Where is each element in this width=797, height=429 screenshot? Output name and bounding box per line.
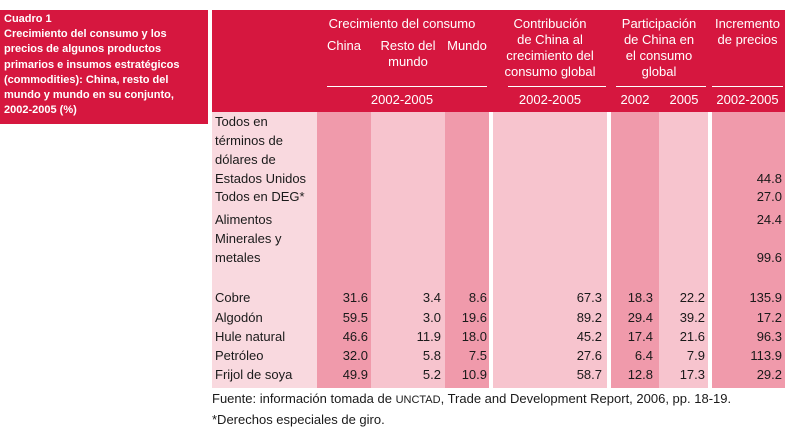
cell-value: 31.6	[342, 290, 368, 305]
header-year-2005: 2005	[669, 92, 699, 107]
header-rule-consumo	[327, 86, 487, 87]
cell-value: 5.8	[422, 348, 441, 363]
row-label: metales	[215, 250, 261, 265]
header-period-incr: 2002-2005	[716, 92, 779, 107]
cell-value: 89.2	[576, 310, 602, 325]
cell-value: 6.4	[634, 348, 653, 363]
cell-value: 12.8	[627, 367, 653, 382]
cell-value: 32.0	[342, 348, 368, 363]
cell-value: 3.4	[422, 290, 441, 305]
cell-value: 18.3	[627, 290, 653, 305]
row-label: Minerales y	[215, 231, 282, 246]
cell-value: 44.8	[756, 171, 782, 186]
cell-value: 58.7	[576, 367, 602, 382]
header-col-mundo: Mundo	[447, 38, 487, 53]
cell-value: 11.9	[416, 329, 441, 344]
footnote-source: Fuente: información tomada de UNCTAD, Tr…	[212, 391, 732, 406]
col-bg-part-2005	[659, 112, 710, 388]
header-part-l1: Participación	[621, 16, 697, 31]
header-contrib-l2: de China al	[517, 32, 583, 47]
cell-value: 17.2	[756, 310, 782, 325]
header-rule-part	[616, 86, 706, 87]
row-label: Petróleo	[215, 348, 264, 363]
header-group-consumo: Crecimiento del consumo	[328, 16, 476, 31]
cell-value: 39.2	[679, 310, 705, 325]
cell-value: 18.0	[461, 329, 487, 344]
row-label: términos de	[215, 133, 283, 148]
table-body: Todos en términos de dólares de Estados Uni…	[212, 112, 785, 388]
cell-value: 17.3	[679, 367, 705, 382]
cell-value: 7.5	[468, 348, 487, 363]
row-label: Todos en DEG*	[215, 189, 305, 204]
table-number: Cuadro 1	[4, 13, 52, 25]
header-period-consumo: 2002-2005	[370, 92, 434, 107]
cell-value: 7.9	[686, 348, 705, 363]
cell-value: 8.6	[468, 290, 487, 305]
header-col-resto-l2: mundo	[388, 54, 428, 69]
cell-value: 10.9	[461, 367, 487, 382]
cell-value: 5.2	[422, 367, 441, 382]
cell-value: 29.4	[627, 310, 653, 325]
row-label: Algodón	[215, 310, 263, 325]
row-label: Alimentos	[215, 212, 273, 227]
source-org: UNCTAD	[395, 394, 441, 406]
cell-value: 27.0	[756, 189, 782, 204]
col-bg-contrib	[489, 112, 609, 388]
column-separator	[489, 112, 493, 388]
header-contrib-l3: crecimiento del	[506, 48, 594, 63]
header-incr-l2: de precios	[717, 32, 778, 47]
col-bg-china	[317, 112, 371, 388]
stub-column-bg	[212, 112, 317, 388]
table-title: Crecimiento del consumo y los precios de…	[4, 28, 180, 117]
header-year-2002: 2002	[620, 92, 650, 107]
cell-value: 49.9	[342, 367, 368, 382]
cell-value: 22.2	[679, 290, 705, 305]
cell-value: 113.9	[750, 348, 782, 363]
cell-value: 59.5	[342, 310, 368, 325]
cell-value: 46.6	[342, 329, 368, 344]
cell-value: 67.3	[576, 290, 602, 305]
header-incr-l1: Incremento	[714, 16, 781, 31]
footnote-note: *Derechos especiales de giro.	[212, 412, 385, 427]
row-label: Estados Unidos	[215, 171, 307, 186]
header-period-contrib: 2002-2005	[518, 92, 582, 107]
header-col-china: China	[327, 38, 361, 53]
cell-value: 45.2	[576, 329, 602, 344]
table-caption: Cuadro 1 Crecimiento del consumo y los p…	[0, 10, 208, 124]
cell-value: 3.0	[422, 310, 441, 325]
row-label: dólares de	[215, 152, 276, 167]
row-label: Cobre	[215, 290, 251, 305]
row-label: Frijol de soya	[215, 367, 293, 382]
header-contrib-l1: Contribución	[513, 16, 587, 31]
header-part-l3: el consumo	[625, 48, 693, 63]
row-label: Todos en	[215, 114, 268, 129]
col-bg-incr	[710, 112, 785, 388]
header-rule-incr	[712, 86, 783, 87]
header-part-l2: de China en	[623, 32, 695, 47]
cell-value: 17.4	[627, 329, 653, 344]
cell-value: 135.9	[749, 290, 782, 305]
header-contrib-l4: consumo global	[504, 64, 596, 79]
header-rule-contrib	[508, 86, 606, 87]
header-col-resto-l1: Resto del	[380, 38, 436, 53]
cell-value: 24.4	[756, 212, 782, 227]
cell-value: 19.6	[461, 310, 487, 325]
cell-value: 27.6	[576, 348, 602, 363]
col-bg-resto	[371, 112, 445, 388]
cell-value: 29.2	[756, 367, 782, 382]
column-separator	[708, 112, 712, 388]
cell-value: 96.3	[756, 329, 782, 344]
col-bg-part-2002	[609, 112, 659, 388]
row-label: Hule natural	[215, 329, 286, 344]
cell-value: 21.6	[679, 329, 705, 344]
table-header: Crecimiento del consumo China Resto del …	[212, 10, 785, 112]
cell-value: 99.6	[756, 250, 782, 265]
header-part-l4: global	[641, 64, 677, 79]
col-bg-mundo	[445, 112, 489, 388]
column-separator	[607, 112, 611, 388]
